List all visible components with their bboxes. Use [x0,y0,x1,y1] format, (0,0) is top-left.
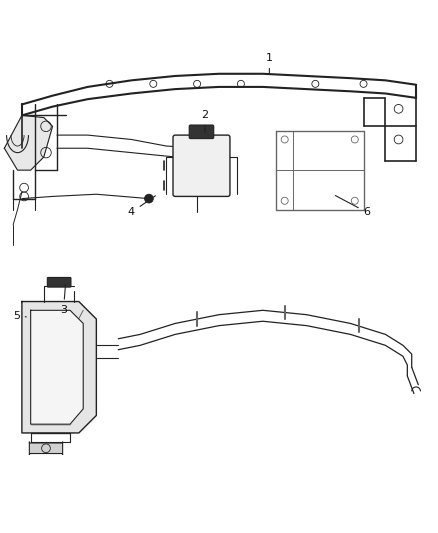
Polygon shape [4,115,53,170]
FancyBboxPatch shape [189,125,214,139]
Polygon shape [22,302,96,433]
FancyBboxPatch shape [47,278,71,287]
FancyBboxPatch shape [173,135,230,197]
Text: 1: 1 [266,53,273,73]
Text: 6: 6 [336,196,371,217]
FancyBboxPatch shape [29,442,63,455]
Text: 3: 3 [60,285,67,314]
Text: 5: 5 [13,311,26,320]
Polygon shape [31,310,83,424]
Circle shape [145,194,153,203]
Text: 4: 4 [128,196,155,217]
Text: 2: 2 [201,110,208,132]
